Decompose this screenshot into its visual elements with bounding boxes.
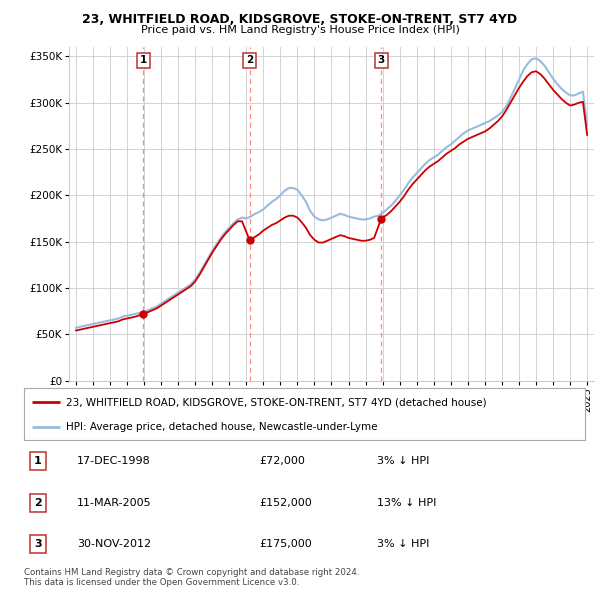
Text: £152,000: £152,000 [260, 498, 313, 507]
Text: 1: 1 [140, 55, 147, 65]
Text: This data is licensed under the Open Government Licence v3.0.: This data is licensed under the Open Gov… [24, 578, 299, 587]
Text: Price paid vs. HM Land Registry's House Price Index (HPI): Price paid vs. HM Land Registry's House … [140, 25, 460, 35]
Text: Contains HM Land Registry data © Crown copyright and database right 2024.: Contains HM Land Registry data © Crown c… [24, 568, 359, 576]
Text: 2: 2 [34, 498, 42, 507]
Text: 30-NOV-2012: 30-NOV-2012 [77, 539, 151, 549]
Text: £175,000: £175,000 [260, 539, 313, 549]
Text: 3: 3 [34, 539, 42, 549]
Text: 11-MAR-2005: 11-MAR-2005 [77, 498, 152, 507]
Text: 1: 1 [34, 457, 42, 466]
Text: 3% ↓ HPI: 3% ↓ HPI [377, 457, 430, 466]
Text: 23, WHITFIELD ROAD, KIDSGROVE, STOKE-ON-TRENT, ST7 4YD (detached house): 23, WHITFIELD ROAD, KIDSGROVE, STOKE-ON-… [66, 397, 487, 407]
Text: 13% ↓ HPI: 13% ↓ HPI [377, 498, 437, 507]
Text: 2: 2 [246, 55, 253, 65]
Text: 3% ↓ HPI: 3% ↓ HPI [377, 539, 430, 549]
Text: HPI: Average price, detached house, Newcastle-under-Lyme: HPI: Average price, detached house, Newc… [66, 422, 377, 431]
Text: 17-DEC-1998: 17-DEC-1998 [77, 457, 151, 466]
Text: 3: 3 [377, 55, 385, 65]
Text: 23, WHITFIELD ROAD, KIDSGROVE, STOKE-ON-TRENT, ST7 4YD: 23, WHITFIELD ROAD, KIDSGROVE, STOKE-ON-… [82, 13, 518, 26]
Text: £72,000: £72,000 [260, 457, 305, 466]
